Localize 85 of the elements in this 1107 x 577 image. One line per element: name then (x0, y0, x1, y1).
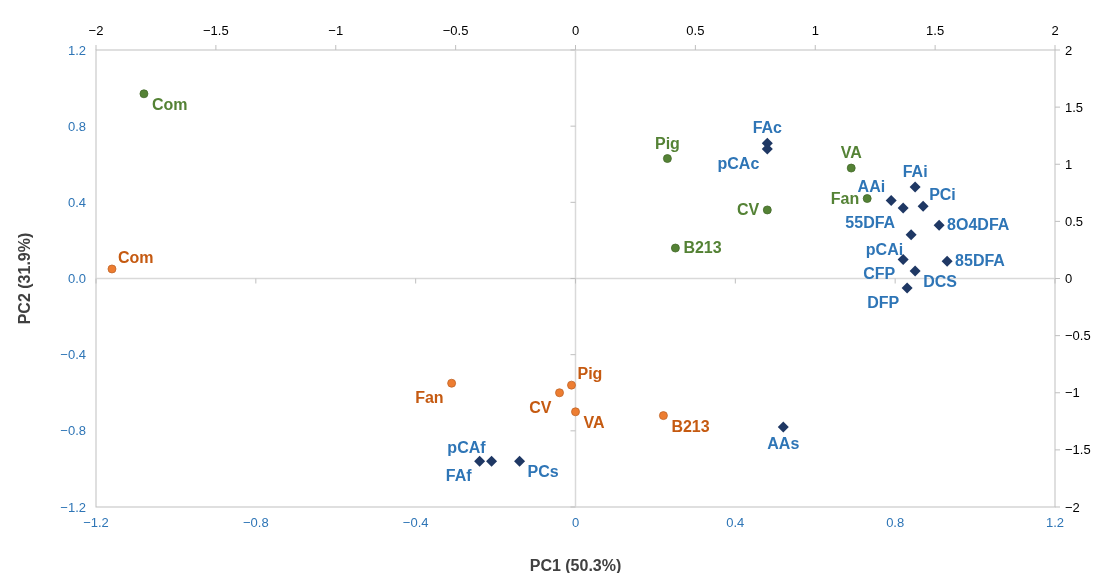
annotation: 55DFA (845, 214, 896, 232)
annotation: Pig (654, 134, 680, 152)
annotation: AAs (767, 435, 800, 453)
annotation: Fan (415, 389, 444, 407)
x-tick-label: −0.4 (402, 515, 429, 530)
annotation: DFP (867, 294, 900, 312)
point (862, 194, 872, 203)
point (447, 378, 457, 388)
y2-tick-label: 0 (1065, 271, 1073, 286)
point (671, 243, 680, 253)
y2-tick-label: −1.5 (1065, 442, 1091, 458)
y2-tick-label: −2 (1065, 499, 1080, 515)
point (885, 194, 897, 206)
annotation: B213 (683, 239, 722, 257)
y2-tick-label: 0.5 (1065, 213, 1084, 229)
point (933, 219, 945, 231)
x2-tick-label: −2 (88, 23, 104, 38)
x-tick-label: 1.2 (1045, 515, 1065, 530)
annotation: DCS (923, 272, 958, 290)
annotation: FAi (902, 163, 928, 181)
annotation: FAc (752, 119, 783, 137)
y2-tick-label: −0.5 (1065, 328, 1091, 344)
point (897, 202, 909, 214)
point (474, 455, 486, 467)
point (777, 421, 789, 433)
x2-tick-label: −1 (328, 23, 344, 38)
point (571, 407, 580, 417)
point (762, 205, 772, 215)
y2-tick-label: 1 (1065, 156, 1073, 172)
annotation: Pig (577, 365, 603, 383)
point (905, 229, 917, 241)
point (663, 154, 672, 163)
point (909, 265, 921, 277)
annotation: CV (737, 200, 760, 218)
annotation: CFP (863, 265, 896, 283)
x-tick-label: 0 (571, 515, 580, 530)
y-tick-label: −1.2 (60, 499, 86, 515)
point (901, 282, 913, 294)
y2-tick-label: 1.5 (1065, 99, 1084, 115)
annotation: pCAi (865, 240, 904, 258)
y-tick-label: 0.4 (67, 194, 86, 210)
point (139, 89, 149, 99)
y2-tick-label: 2 (1065, 42, 1073, 58)
annotation: pCAc (717, 155, 760, 173)
x2-tick-label: 2 (1051, 23, 1059, 38)
y-tick-label: −0.4 (60, 347, 86, 363)
annotation: CV (529, 398, 552, 416)
annotation: AAi (857, 178, 886, 196)
x2-tick-label: 0.5 (686, 23, 705, 38)
x2-tick-label: −1.5 (203, 23, 229, 38)
annotation: Com (151, 95, 188, 113)
x-tick-label: 0.4 (726, 515, 745, 530)
point (846, 163, 856, 173)
x2-tick-label: −0.5 (442, 23, 469, 38)
x2-tick-label: 0 (571, 23, 580, 38)
annotation: B213 (671, 417, 710, 435)
annotation: FAf (445, 467, 473, 485)
y2-tick-label: −1 (1065, 385, 1080, 401)
y-tick-label: 0.0 (67, 271, 86, 286)
x2-tick-label: 1 (811, 23, 819, 38)
x-tick-label: 0.8 (886, 515, 905, 530)
annotation: VA (840, 144, 863, 162)
annotation: 8O4DFA (947, 216, 1010, 234)
point (659, 411, 668, 420)
point (941, 255, 953, 267)
y-tick-label: −0.8 (60, 423, 86, 439)
annotation: pCAf (447, 439, 487, 457)
point (107, 264, 117, 274)
x2-tick-label: 1.5 (926, 23, 945, 38)
annotation: PCi (929, 186, 956, 204)
point (514, 455, 526, 467)
y-tick-label: 1.2 (67, 42, 86, 58)
annotation: Com (117, 248, 154, 266)
point (555, 388, 564, 398)
annotation: VA (583, 413, 605, 431)
annotation: PCs (527, 463, 559, 481)
y-tick-label: 0.8 (67, 118, 86, 134)
point (486, 455, 498, 467)
x-tick-label: −1.2 (83, 515, 109, 530)
point (909, 181, 921, 193)
annotation: 85DFA (955, 252, 1006, 270)
y-axis-title: PC2 (31.9%) (16, 232, 33, 325)
point (917, 200, 929, 212)
point (567, 380, 576, 390)
x-tick-label: −0.8 (243, 515, 269, 530)
